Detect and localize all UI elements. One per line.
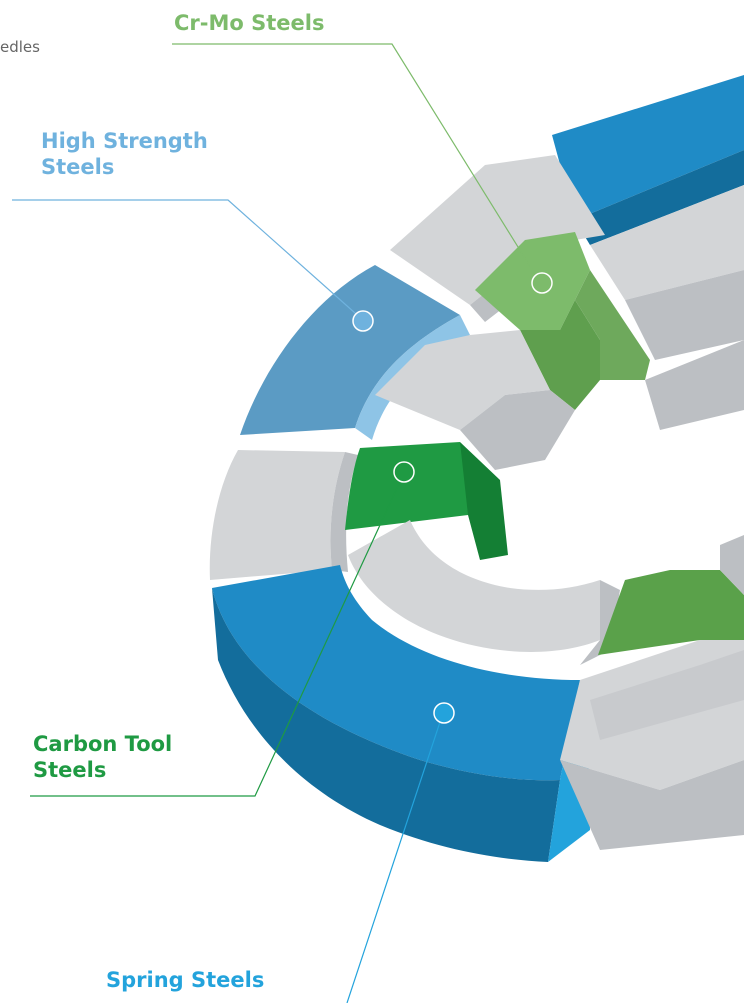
spring-marker <box>433 702 455 724</box>
spring-label: Spring Steels <box>106 968 265 992</box>
segment-high-strength <box>240 265 460 435</box>
cropped-caption: edles <box>0 38 40 56</box>
carbon-tool-label: Carbon Tool Steels <box>33 732 173 782</box>
segment-gray-top <box>390 155 605 305</box>
segment-gray-right-top <box>590 185 744 300</box>
crmo-marker <box>531 272 553 294</box>
spring-leader <box>346 712 444 1003</box>
carbon-tool-marker <box>393 461 415 483</box>
markers <box>352 272 553 724</box>
segment-green-right <box>598 570 744 655</box>
high-strength-marker <box>352 310 374 332</box>
crmo-leader <box>172 43 542 285</box>
segment-spring <box>212 565 580 781</box>
leader-lines <box>12 43 542 1003</box>
high-strength-leader <box>12 199 365 322</box>
segment-carbon-tool <box>345 442 470 530</box>
segment-blue-top <box>552 75 744 220</box>
segment-gray-left <box>209 450 345 580</box>
inner-ring <box>345 232 744 740</box>
carbon-tool-leader <box>30 472 405 797</box>
crmo-label: Cr-Mo Steels <box>174 11 325 35</box>
high-strength-label: High Strength Steels <box>41 129 208 179</box>
